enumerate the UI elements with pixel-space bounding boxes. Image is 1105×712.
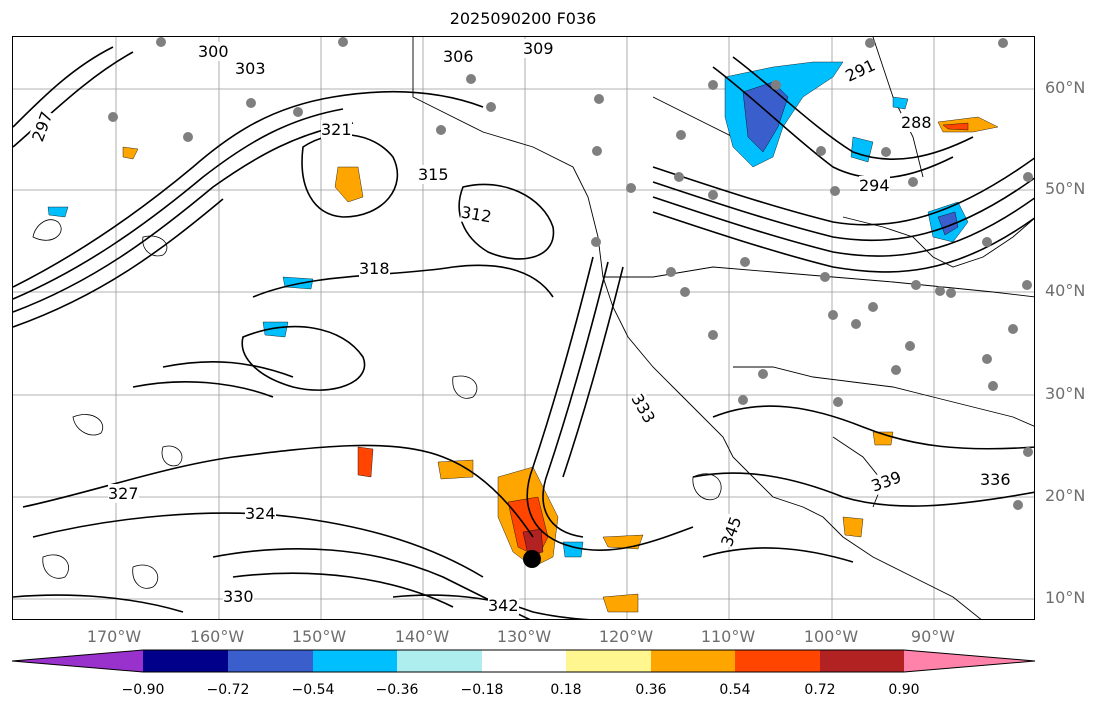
lat-label-30n: 30°N xyxy=(1045,384,1086,403)
lat-label-20n: 20°N xyxy=(1045,486,1086,505)
lon-label-130w: 130°W xyxy=(496,627,552,646)
map-plot xyxy=(13,37,1034,619)
colorbar-tick-label: 0.18 xyxy=(550,682,582,698)
contour-label: 306 xyxy=(443,47,474,66)
lon-label-100w: 100°W xyxy=(803,627,859,646)
station-markers xyxy=(108,37,1033,510)
colorbar-outline xyxy=(11,649,1036,673)
colorbar-swatch xyxy=(143,650,228,672)
lon-label-160w: 160°W xyxy=(189,627,245,646)
colorbar-swatch xyxy=(397,650,482,672)
lon-label-110w: 110°W xyxy=(700,627,756,646)
contour-label: 288 xyxy=(901,113,932,132)
lat-label-40n: 40°N xyxy=(1045,281,1086,300)
contour-label: 318 xyxy=(359,259,390,278)
contour-label: 294 xyxy=(859,176,890,195)
shaded-anomalies xyxy=(47,61,999,613)
contour-label: 303 xyxy=(235,59,266,78)
lon-label-150w: 150°W xyxy=(291,627,347,646)
colorbar-tick-label: 0.90 xyxy=(888,682,920,698)
colorbar-tick-label: −0.36 xyxy=(375,682,419,698)
lon-label-90w: 90°W xyxy=(910,627,956,646)
colorbar-swatch-low-extend xyxy=(12,650,143,672)
colorbar-swatch xyxy=(313,650,397,672)
colorbar-swatch xyxy=(228,650,313,672)
lat-label-10n: 10°N xyxy=(1045,588,1086,607)
detail-contours xyxy=(32,219,722,589)
colorbar-tick-label: 0.36 xyxy=(635,682,667,698)
contour-label: 309 xyxy=(523,39,554,58)
contour-label: 321 xyxy=(321,120,352,139)
lon-label-170w: 170°W xyxy=(86,627,142,646)
colorbar-tick-label: −0.72 xyxy=(206,682,250,698)
colorbar-swatch xyxy=(566,650,651,672)
contour-label: 324 xyxy=(245,504,276,523)
colorbar-swatch-high-extend xyxy=(904,650,1035,672)
colorbar-tick-label: −0.18 xyxy=(460,682,504,698)
colorbar-tick-label: 0.54 xyxy=(719,682,751,698)
contour-label: 315 xyxy=(418,165,449,184)
contour-label: 336 xyxy=(980,470,1011,489)
colorbar-segments xyxy=(12,650,1035,672)
colorbar-swatch xyxy=(735,650,820,672)
colorbar-swatch xyxy=(482,650,566,672)
map-title: 2025090200 F036 xyxy=(449,9,597,28)
storm-center xyxy=(523,550,541,568)
contour-label: 300 xyxy=(198,42,229,61)
colorbar-swatch xyxy=(651,650,735,672)
contour-label: 342 xyxy=(488,596,519,615)
contour-label: 330 xyxy=(223,587,254,606)
lat-label-60n: 60°N xyxy=(1045,78,1086,97)
colorbar xyxy=(11,649,1036,673)
lon-label-120w: 120°W xyxy=(598,627,654,646)
colorbar-tick-label: −0.90 xyxy=(121,682,165,698)
contour-label: 327 xyxy=(108,484,139,503)
lon-label-140w: 140°W xyxy=(394,627,450,646)
lat-label-50n: 50°N xyxy=(1045,179,1086,198)
colorbar-tick-label: −0.54 xyxy=(291,682,335,698)
colorbar-tick-label: 0.72 xyxy=(804,682,836,698)
colorbar-swatch xyxy=(820,650,904,672)
map-panel: 297 300 303 306 309 312 315 318 321 324 … xyxy=(12,36,1035,620)
